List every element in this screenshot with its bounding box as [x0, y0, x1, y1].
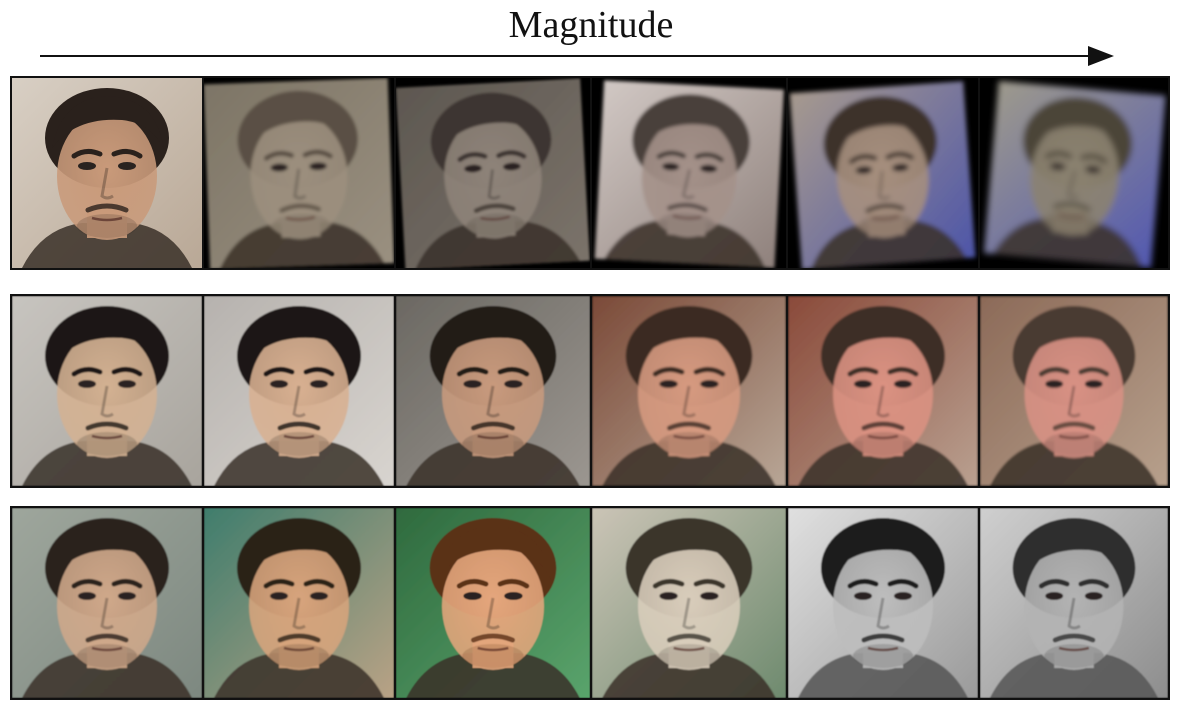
face-thumbnail	[396, 508, 592, 698]
face-thumbnail	[396, 296, 592, 486]
face-thumbnail	[12, 296, 204, 486]
face-thumbnail	[592, 296, 788, 486]
face-thumbnail	[12, 78, 204, 268]
face-thumbnail	[12, 508, 204, 698]
face-thumbnail	[204, 296, 396, 486]
face-strip-row-2	[10, 294, 1170, 488]
face-thumbnail	[788, 78, 980, 268]
face-thumbnail	[788, 508, 980, 698]
face-thumbnail	[592, 508, 788, 698]
face-strip-row-3	[10, 506, 1170, 700]
face-thumbnail	[204, 508, 396, 698]
face-thumbnail	[980, 508, 1168, 698]
magnitude-label: Magnitude	[508, 4, 674, 46]
face-thumbnail	[788, 296, 980, 486]
magnitude-arrow	[40, 46, 1114, 66]
face-thumbnail	[396, 78, 592, 268]
face-thumbnail	[980, 296, 1168, 486]
face-thumbnail	[592, 78, 788, 268]
face-thumbnail	[980, 78, 1168, 268]
face-strip-row-1	[10, 76, 1170, 270]
face-thumbnail	[204, 78, 396, 268]
